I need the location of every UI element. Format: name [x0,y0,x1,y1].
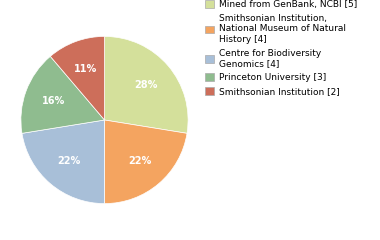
Wedge shape [21,56,104,133]
Wedge shape [22,120,105,204]
Wedge shape [50,36,104,120]
Text: 11%: 11% [74,64,97,74]
Legend: Mined from GenBank, NCBI [5], Smithsonian Institution,
National Museum of Natura: Mined from GenBank, NCBI [5], Smithsonia… [205,0,357,96]
Text: 28%: 28% [134,80,158,90]
Text: 22%: 22% [58,156,81,166]
Text: 16%: 16% [42,96,65,106]
Text: 22%: 22% [128,156,151,166]
Wedge shape [105,36,188,133]
Wedge shape [105,120,187,204]
